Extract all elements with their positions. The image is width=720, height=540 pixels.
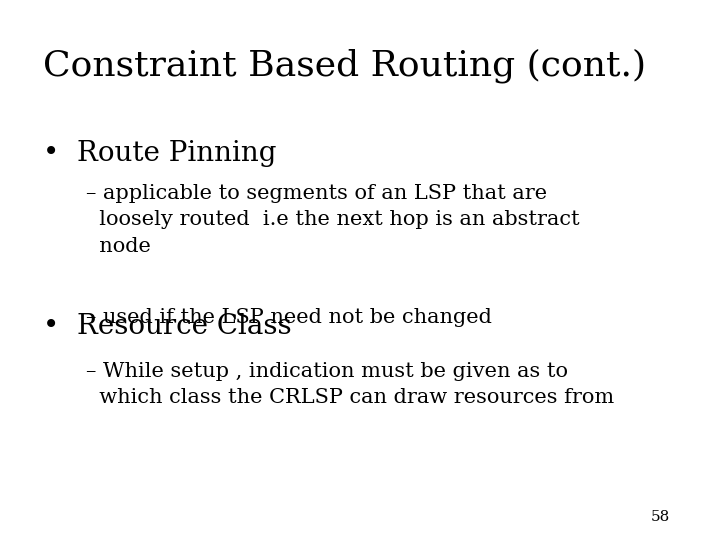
Text: – used if the LSP need not be changed: – used if the LSP need not be changed: [86, 308, 492, 327]
Text: 58: 58: [650, 510, 670, 524]
Text: – While setup , indication must be given as to
  which class the CRLSP can draw : – While setup , indication must be given…: [86, 362, 615, 407]
Text: •  Resource Class: • Resource Class: [43, 313, 292, 340]
Text: •  Route Pinning: • Route Pinning: [43, 140, 276, 167]
Text: Constraint Based Routing (cont.): Constraint Based Routing (cont.): [43, 49, 647, 83]
Text: – applicable to segments of an LSP that are
  loosely routed  i.e the next hop i: – applicable to segments of an LSP that …: [86, 184, 580, 255]
